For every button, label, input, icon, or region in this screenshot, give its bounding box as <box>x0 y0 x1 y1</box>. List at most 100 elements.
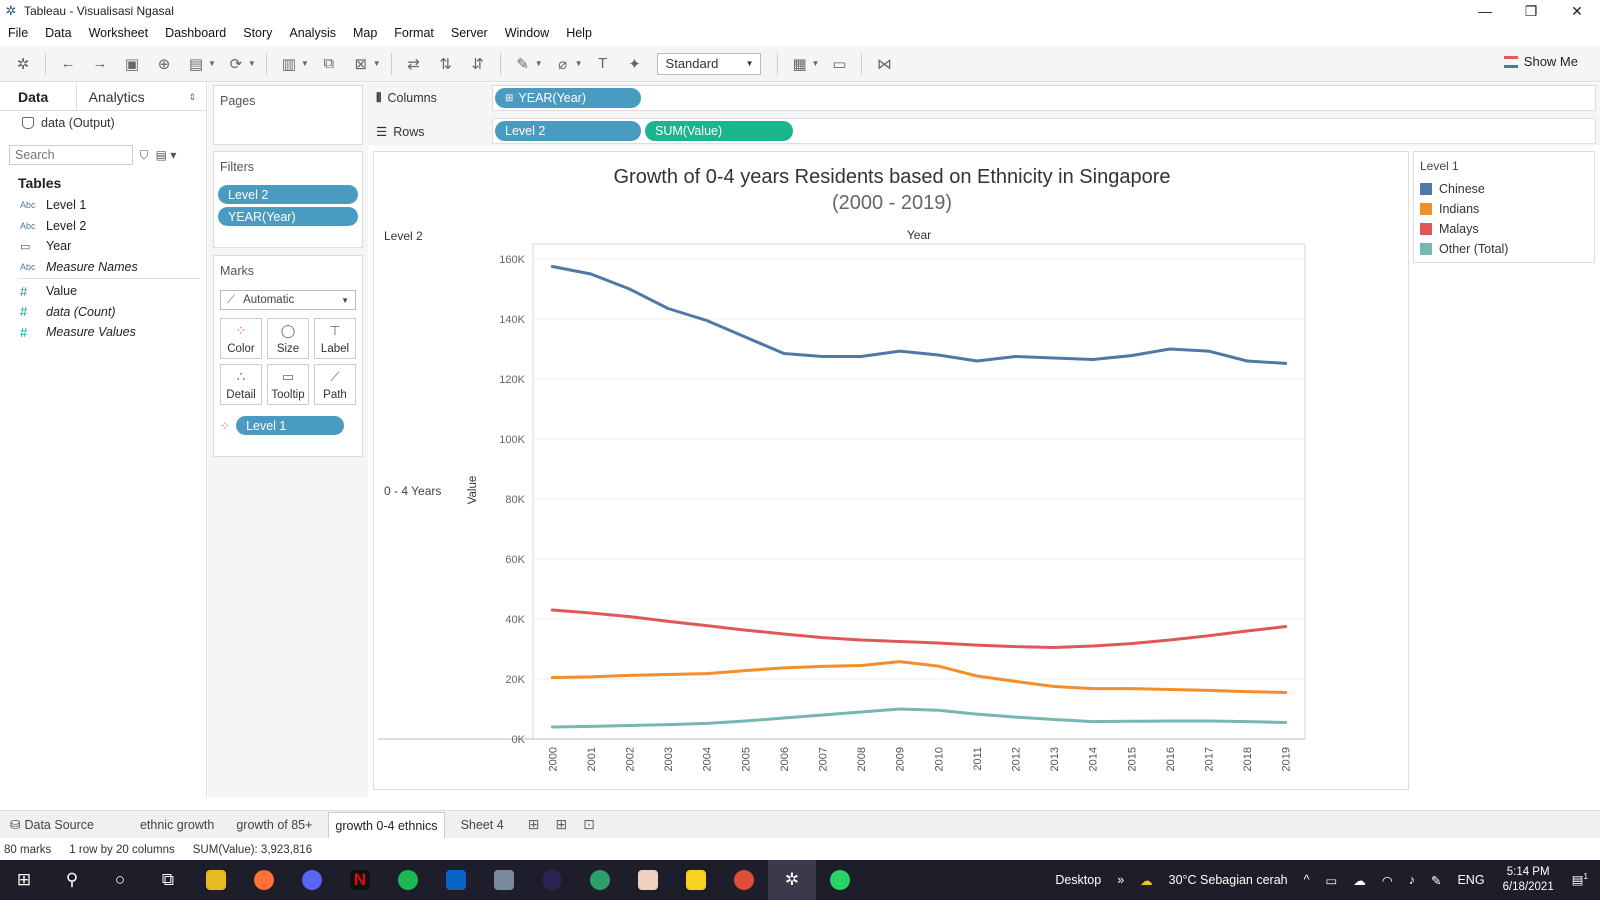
field-measure-names[interactable]: Abc Measure Names <box>0 257 206 278</box>
fit-select[interactable]: Standard ▼ <box>656 52 761 75</box>
battery-icon[interactable]: ▭ <box>1325 873 1338 888</box>
columns-drop-zone[interactable]: ⊞ YEAR(Year) <box>492 85 1596 111</box>
weather-icon[interactable]: ☁ <box>1140 873 1153 888</box>
filter-pill-level-2[interactable]: Level 2 <box>218 185 358 204</box>
tab-ethnic-growth[interactable]: ethnic growth <box>139 817 215 832</box>
chevron-down-icon[interactable]: ▼ <box>372 59 381 68</box>
field-level-1[interactable]: Abc Level 1 <box>0 195 206 216</box>
pages-card[interactable]: Pages <box>213 85 363 145</box>
undo-icon[interactable]: ← <box>60 55 76 72</box>
menu-dashboard[interactable]: Dashboard <box>165 26 227 40</box>
chevron-down-icon[interactable]: ▼ <box>574 59 583 68</box>
menu-data[interactable]: Data <box>45 26 72 40</box>
rows-pill-level-2[interactable]: Level 2 <box>495 121 641 141</box>
save-icon[interactable]: ▣ <box>124 55 140 73</box>
new-worksheet-icon[interactable]: ▥ <box>281 55 296 73</box>
presentation-mode-icon[interactable]: ▭ <box>832 55 847 73</box>
tab-growth-of-85[interactable]: growth of 85+ <box>236 817 313 832</box>
path-button[interactable]: ⟋ Path <box>314 364 356 405</box>
show-cards-icon[interactable]: ▦ <box>792 55 807 73</box>
rows-pill-sum-value[interactable]: SUM(Value) <box>645 121 793 141</box>
field-level-2[interactable]: Abc Level 2 <box>0 216 206 237</box>
columns-pill-year[interactable]: ⊞ YEAR(Year) <box>495 88 641 108</box>
tooltip-button[interactable]: ▭ Tooltip <box>267 364 309 405</box>
menu-story[interactable]: Story <box>243 26 273 40</box>
chevron-down-icon[interactable]: ▼ <box>811 59 820 68</box>
pause-updates-icon[interactable]: ▤ <box>188 55 204 73</box>
pen-icon[interactable]: ✎ <box>1430 873 1442 888</box>
mark-type-select[interactable]: ⟋ Automatic ▼ <box>220 290 356 310</box>
cortana-icon[interactable]: ○ <box>114 870 126 889</box>
chevron-down-icon[interactable]: ▼ <box>534 59 543 68</box>
firefox-icon[interactable] <box>240 860 288 900</box>
menu-worksheet[interactable]: Worksheet <box>88 26 149 40</box>
chrome-icon[interactable] <box>720 860 768 900</box>
new-datasource-icon[interactable]: ⊕ <box>157 55 171 73</box>
filter-pill-year[interactable]: YEAR(Year) <box>218 207 358 226</box>
eclipse-icon[interactable] <box>528 860 576 900</box>
filters-card[interactable]: Filters Level 2 YEAR(Year) <box>213 151 363 248</box>
search-input[interactable] <box>9 145 133 165</box>
menu-file[interactable]: File <box>8 26 29 40</box>
sticky-notes-icon[interactable] <box>672 860 720 900</box>
chevron-down-icon[interactable]: ▼ <box>208 59 216 68</box>
weather-text[interactable]: 30°C Sebagian cerah <box>1168 873 1288 887</box>
highlight-icon[interactable]: ✎ <box>516 55 529 73</box>
redo-icon[interactable]: → <box>92 55 108 72</box>
legend-item-other-total[interactable]: Other (Total) <box>1414 239 1594 259</box>
legend-item-malays[interactable]: Malays <box>1414 219 1594 239</box>
tab-data[interactable]: Data <box>0 83 77 110</box>
sort-ascending-icon[interactable]: ⇅ <box>439 55 452 73</box>
chevron-down-icon[interactable]: ▼ <box>300 59 309 68</box>
tableau-taskbar-icon[interactable]: ✲ <box>768 860 816 900</box>
new-dashboard-icon[interactable]: ⊞ <box>555 816 568 832</box>
color-pill-level-1[interactable]: Level 1 <box>236 416 345 435</box>
chevron-up-icon[interactable]: ^ <box>1303 873 1310 887</box>
close-icon[interactable]: ✕ <box>1571 3 1583 19</box>
legend-item-chinese[interactable]: Chinese <box>1414 179 1594 199</box>
detail-button[interactable]: ∴ Detail <box>220 364 262 405</box>
field-measure-values[interactable]: # Measure Values <box>0 322 206 343</box>
sort-descending-icon[interactable]: ⇵ <box>471 55 484 73</box>
search-icon[interactable]: ⚲ <box>65 870 79 889</box>
tab-analytics[interactable]: Analytics ⇕ <box>77 83 206 110</box>
task-view-icon[interactable]: ⧉ <box>161 870 175 889</box>
windows-start-icon[interactable]: ⊞ <box>16 870 32 889</box>
color-button[interactable]: ⁘ Color <box>220 318 262 359</box>
line-chart[interactable]: Level 2 Year 0 - 4 Years Value 0K 20K 40K 60K 80… <box>374 152 1410 791</box>
group-icon[interactable]: ⌀ <box>558 55 568 73</box>
discord-icon[interactable] <box>288 860 336 900</box>
menu-help[interactable]: Help <box>566 26 592 40</box>
duplicate-sheet-icon[interactable]: ⧉ <box>323 55 335 72</box>
volume-icon[interactable]: ♪ <box>1408 873 1415 887</box>
language-indicator[interactable]: ENG <box>1457 873 1485 887</box>
datasource-item[interactable]: data (Output) <box>0 111 206 135</box>
chevron-down-icon[interactable]: ▼ <box>247 59 256 68</box>
tab-growth-0-4-ethnics[interactable]: growth 0-4 ethnics <box>328 811 445 838</box>
size-button[interactable]: ◯ Size <box>267 318 309 359</box>
refresh-icon[interactable]: ⟳ <box>229 55 243 73</box>
menu-server[interactable]: Server <box>450 26 488 40</box>
view-options-icon[interactable]: ▤ ▾ <box>155 148 177 162</box>
filter-icon[interactable]: ⛉ <box>139 147 149 162</box>
label-button[interactable]: ⊤ Label <box>314 318 356 359</box>
menu-window[interactable]: Window <box>504 26 550 40</box>
fix-axes-icon[interactable]: ✦ <box>628 55 641 73</box>
menu-map[interactable]: Map <box>352 26 378 40</box>
netflix-icon[interactable]: N <box>336 860 384 900</box>
field-year[interactable]: ▭ Year <box>0 236 206 257</box>
wifi-icon[interactable]: ◠ <box>1381 873 1393 888</box>
photos-icon[interactable] <box>480 860 528 900</box>
notifications-icon[interactable]: ▤1 <box>1571 872 1588 888</box>
menu-analysis[interactable]: Analysis <box>289 26 336 40</box>
new-worksheet-icon[interactable]: ⊞ <box>527 816 540 832</box>
file-explorer-icon[interactable] <box>192 860 240 900</box>
field-data-count[interactable]: # data (Count) <box>0 302 206 323</box>
anime-app-icon[interactable] <box>624 860 672 900</box>
menu-format[interactable]: Format <box>394 26 434 40</box>
rows-drop-zone[interactable]: Level 2 SUM(Value) <box>492 118 1596 144</box>
share-icon[interactable]: ⋈ <box>876 55 892 73</box>
restore-icon[interactable]: ❐ <box>1524 3 1538 19</box>
show-me-button[interactable]: Show Me <box>1503 54 1578 69</box>
tableau-home-icon[interactable]: ✲ <box>16 55 30 73</box>
